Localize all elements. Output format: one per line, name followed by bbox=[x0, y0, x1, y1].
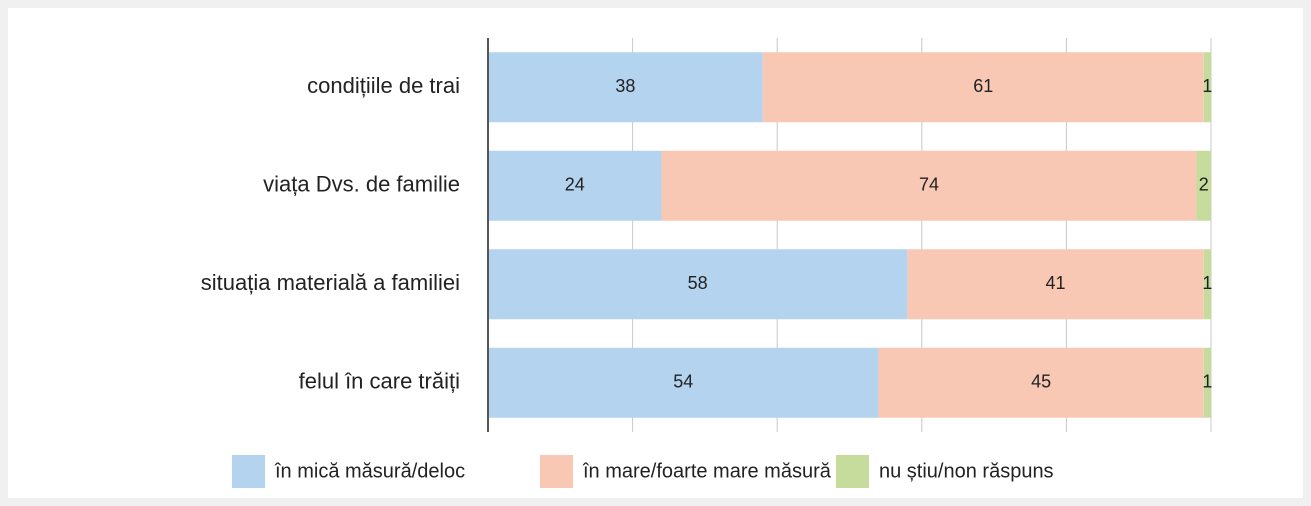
bar-segment bbox=[488, 347, 879, 418]
data-label: 41 bbox=[1046, 273, 1066, 293]
data-label: 1 bbox=[1202, 76, 1212, 96]
category-label: situația materială a familiei bbox=[201, 270, 460, 295]
data-label: 58 bbox=[688, 273, 708, 293]
legend-label: în mică măsură/deloc bbox=[274, 460, 465, 482]
data-label: 24 bbox=[565, 175, 585, 195]
legend-swatch bbox=[836, 455, 869, 488]
category-label: condițiile de trai bbox=[307, 73, 460, 98]
data-label: 1 bbox=[1202, 372, 1212, 392]
category-label: felul în care trăiți bbox=[299, 369, 460, 394]
legend-label: în mare/foarte mare măsură bbox=[582, 460, 832, 482]
bar-segment bbox=[1196, 150, 1211, 221]
bar-segment bbox=[488, 52, 763, 123]
bar-segment bbox=[1203, 52, 1211, 123]
legend-swatch bbox=[540, 455, 573, 488]
bar-segment bbox=[661, 150, 1197, 221]
legend-label: nu știu/non răspuns bbox=[879, 460, 1054, 482]
bar-segment bbox=[488, 150, 662, 221]
data-label: 74 bbox=[919, 175, 939, 195]
bar-segment bbox=[907, 249, 1204, 320]
category-label: viața Dvs. de familie bbox=[263, 172, 460, 197]
bar-segment bbox=[878, 347, 1204, 418]
data-label: 2 bbox=[1199, 175, 1209, 195]
data-label: 1 bbox=[1202, 273, 1212, 293]
data-label: 38 bbox=[615, 76, 635, 96]
bar-segment bbox=[762, 52, 1204, 123]
bar-segment bbox=[488, 249, 908, 320]
data-label: 54 bbox=[673, 372, 693, 392]
bar-segment bbox=[1203, 249, 1211, 320]
data-label: 61 bbox=[973, 76, 993, 96]
data-label: 45 bbox=[1031, 372, 1051, 392]
legend-swatch bbox=[232, 455, 265, 488]
bar-segment bbox=[1203, 347, 1211, 418]
